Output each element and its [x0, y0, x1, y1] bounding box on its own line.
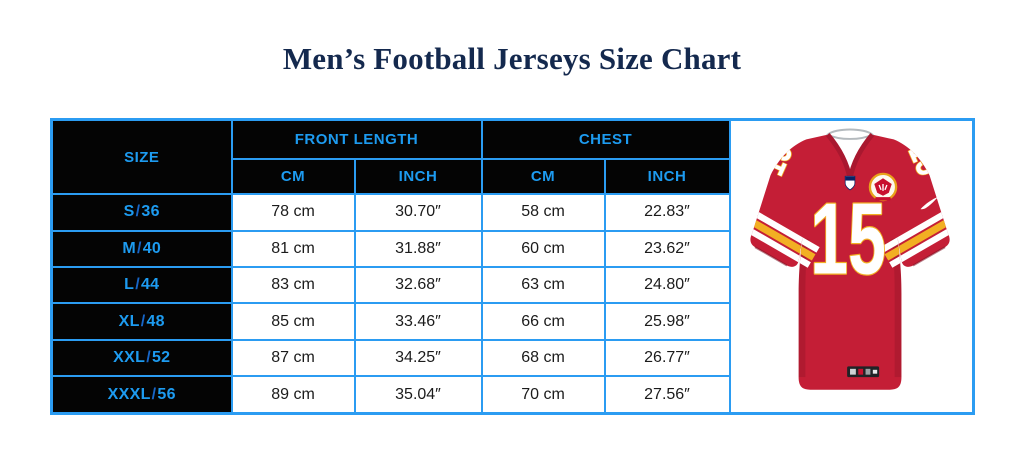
chest-cm-value: 70 cm	[480, 375, 606, 415]
size-separator: /	[135, 276, 140, 294]
cuff-edge-right	[912, 246, 946, 267]
chest-inch-value: 27.56″	[603, 375, 731, 415]
sleeve-stripes-left	[750, 208, 820, 268]
front-length-inch-value: 31.88″	[353, 229, 483, 269]
size-cell: S/36	[50, 193, 233, 232]
shading-right	[891, 237, 902, 378]
col-header-chest-cm: CM	[480, 157, 606, 196]
front-length-cm-value: 85 cm	[230, 302, 356, 341]
jersey-image: 15 15	[750, 128, 950, 390]
chest-cm-value: 63 cm	[480, 265, 606, 305]
size-number: 44	[140, 276, 160, 294]
chest-cm-value: 68 cm	[480, 338, 606, 378]
front-length-cm-value: 81 cm	[230, 229, 356, 269]
size-cell: L/44	[50, 265, 233, 305]
size-cell: XXL/52	[50, 338, 233, 378]
table-row-l44: L/44 83 cm 32.68″ 63 cm 24.80″	[50, 265, 974, 305]
size-separator: /	[135, 203, 141, 221]
chest-inch-value: 23.62″	[603, 229, 731, 269]
size-separator: /	[151, 385, 157, 403]
chest-inch-value: 24.80″	[603, 265, 731, 305]
cuff-edge-left	[754, 246, 788, 267]
size-code: XXL	[113, 349, 146, 367]
size-cell: M/40	[50, 229, 233, 269]
size-number: 56	[157, 385, 176, 403]
chest-inch-value: 25.98″	[603, 302, 731, 341]
front-length-inch-value: 32.68″	[353, 265, 483, 305]
sleeve-stripes-right	[880, 208, 950, 268]
chest-cm-value: 60 cm	[480, 229, 606, 269]
front-length-cm-value: 87 cm	[230, 338, 356, 378]
page-title: Men’s Football Jerseys Size Chart	[282, 41, 742, 76]
nike-swoosh-icon	[920, 196, 939, 210]
front-length-inch-value: 33.46″	[353, 302, 483, 341]
size-separator: /	[146, 349, 151, 367]
size-separator: /	[140, 312, 146, 330]
chest-inch-value: 26.77″	[603, 338, 731, 378]
chest-inch-value: 22.83″	[603, 193, 731, 232]
size-number: 36	[141, 203, 160, 221]
front-length-cm-value: 78 cm	[230, 193, 356, 232]
chest-cm-value: 66 cm	[480, 302, 606, 341]
jersey-cell: 15 15	[728, 118, 975, 415]
table-row-s36: S/36 78 cm 30.70″ 58 cm 22.83″	[50, 193, 974, 232]
nfl-shield-icon	[845, 175, 856, 191]
jersey-image-wrap: 15 15	[731, 121, 973, 412]
size-number: 40	[142, 239, 162, 257]
col-header-chest: CHEST	[480, 118, 731, 160]
jock-tag	[847, 366, 880, 378]
chest-number: 15	[811, 183, 887, 295]
col-header-front-cm: CM	[230, 157, 356, 196]
table-row-xxxl56: XXXL/56 89 cm 35.04″ 70 cm 27.56″	[50, 375, 974, 415]
col-header-front-length: FRONT LENGTH	[230, 118, 483, 160]
size-code: S	[123, 203, 135, 221]
size-code: XL	[118, 312, 140, 330]
chiefs-patch-icon	[869, 172, 898, 202]
header-row-groups: SIZE FRONT LENGTH CHEST	[50, 118, 975, 415]
neck-opening	[826, 128, 875, 140]
front-length-cm-value: 83 cm	[230, 265, 356, 305]
front-length-inch-value: 35.04″	[353, 375, 483, 415]
table-row-xxl52: XXL/52 87 cm 34.25″ 68 cm 26.77″	[50, 338, 974, 378]
size-cell: XL/48	[50, 302, 233, 341]
col-header-front-inch: INCH	[353, 157, 483, 196]
jersey-body	[750, 134, 950, 390]
shading-left	[798, 237, 810, 378]
header-row-units: CM INCH CM INCH	[52, 157, 974, 196]
front-length-inch-value: 30.70″	[353, 193, 483, 232]
size-separator: /	[136, 239, 142, 257]
size-code: M	[122, 239, 136, 257]
size-number: 48	[146, 312, 165, 330]
chest-cm-value: 58 cm	[480, 193, 606, 232]
col-header-chest-inch: INCH	[603, 157, 731, 196]
col-header-size: SIZE	[50, 118, 233, 196]
front-length-inch-value: 34.25″	[353, 338, 483, 378]
front-length-cm-value: 89 cm	[230, 375, 356, 415]
size-cell: XXXL/56	[50, 375, 233, 415]
size-number: 52	[151, 349, 171, 367]
size-code: XXXL	[107, 385, 151, 403]
size-chart-table: SIZE FRONT LENGTH CHEST	[50, 118, 975, 415]
size-code: L	[124, 276, 135, 294]
table-row-m40: M/40 81 cm 31.88″ 60 cm 23.62″	[50, 229, 974, 269]
table-row-xl48: XL/48 85 cm 33.46″ 66 cm 25.98″	[50, 302, 974, 341]
